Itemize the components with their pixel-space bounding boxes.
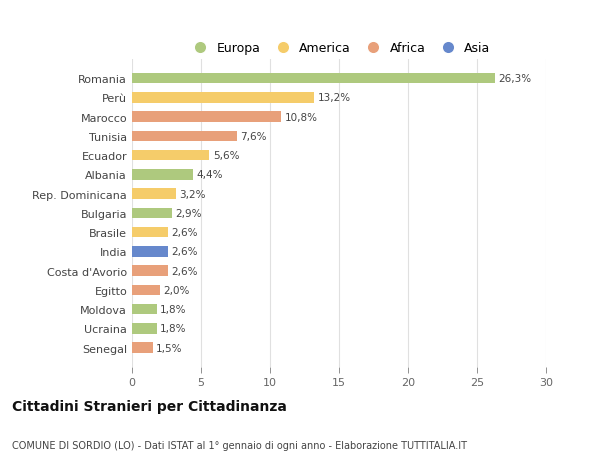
Legend: Europa, America, Africa, Asia: Europa, America, Africa, Asia <box>184 38 494 59</box>
Bar <box>132 112 281 123</box>
Text: 5,6%: 5,6% <box>213 151 239 161</box>
Text: 3,2%: 3,2% <box>179 189 206 199</box>
Text: 2,6%: 2,6% <box>172 266 198 276</box>
Text: 1,8%: 1,8% <box>160 324 187 334</box>
Bar <box>132 324 157 334</box>
Text: 7,6%: 7,6% <box>241 132 267 141</box>
Bar <box>132 227 168 238</box>
Bar <box>132 304 157 315</box>
Text: 13,2%: 13,2% <box>317 93 351 103</box>
Bar <box>132 73 495 84</box>
Text: 2,9%: 2,9% <box>175 208 202 218</box>
Bar <box>132 170 193 180</box>
Text: COMUNE DI SORDIO (LO) - Dati ISTAT al 1° gennaio di ogni anno - Elaborazione TUT: COMUNE DI SORDIO (LO) - Dati ISTAT al 1°… <box>12 440 467 450</box>
Text: 4,4%: 4,4% <box>196 170 223 180</box>
Bar <box>132 343 152 353</box>
Bar <box>132 93 314 103</box>
Text: 1,5%: 1,5% <box>156 343 182 353</box>
Text: 2,6%: 2,6% <box>172 228 198 238</box>
Bar <box>132 266 168 276</box>
Bar <box>132 131 237 142</box>
Text: Cittadini Stranieri per Cittadinanza: Cittadini Stranieri per Cittadinanza <box>12 399 287 413</box>
Bar <box>132 208 172 219</box>
Bar <box>132 285 160 296</box>
Text: 2,0%: 2,0% <box>163 285 190 295</box>
Text: 2,6%: 2,6% <box>172 247 198 257</box>
Text: 10,8%: 10,8% <box>284 112 317 123</box>
Bar <box>132 189 176 200</box>
Text: 26,3%: 26,3% <box>499 74 532 84</box>
Bar <box>132 246 168 257</box>
Text: 1,8%: 1,8% <box>160 304 187 314</box>
Bar <box>132 151 209 161</box>
